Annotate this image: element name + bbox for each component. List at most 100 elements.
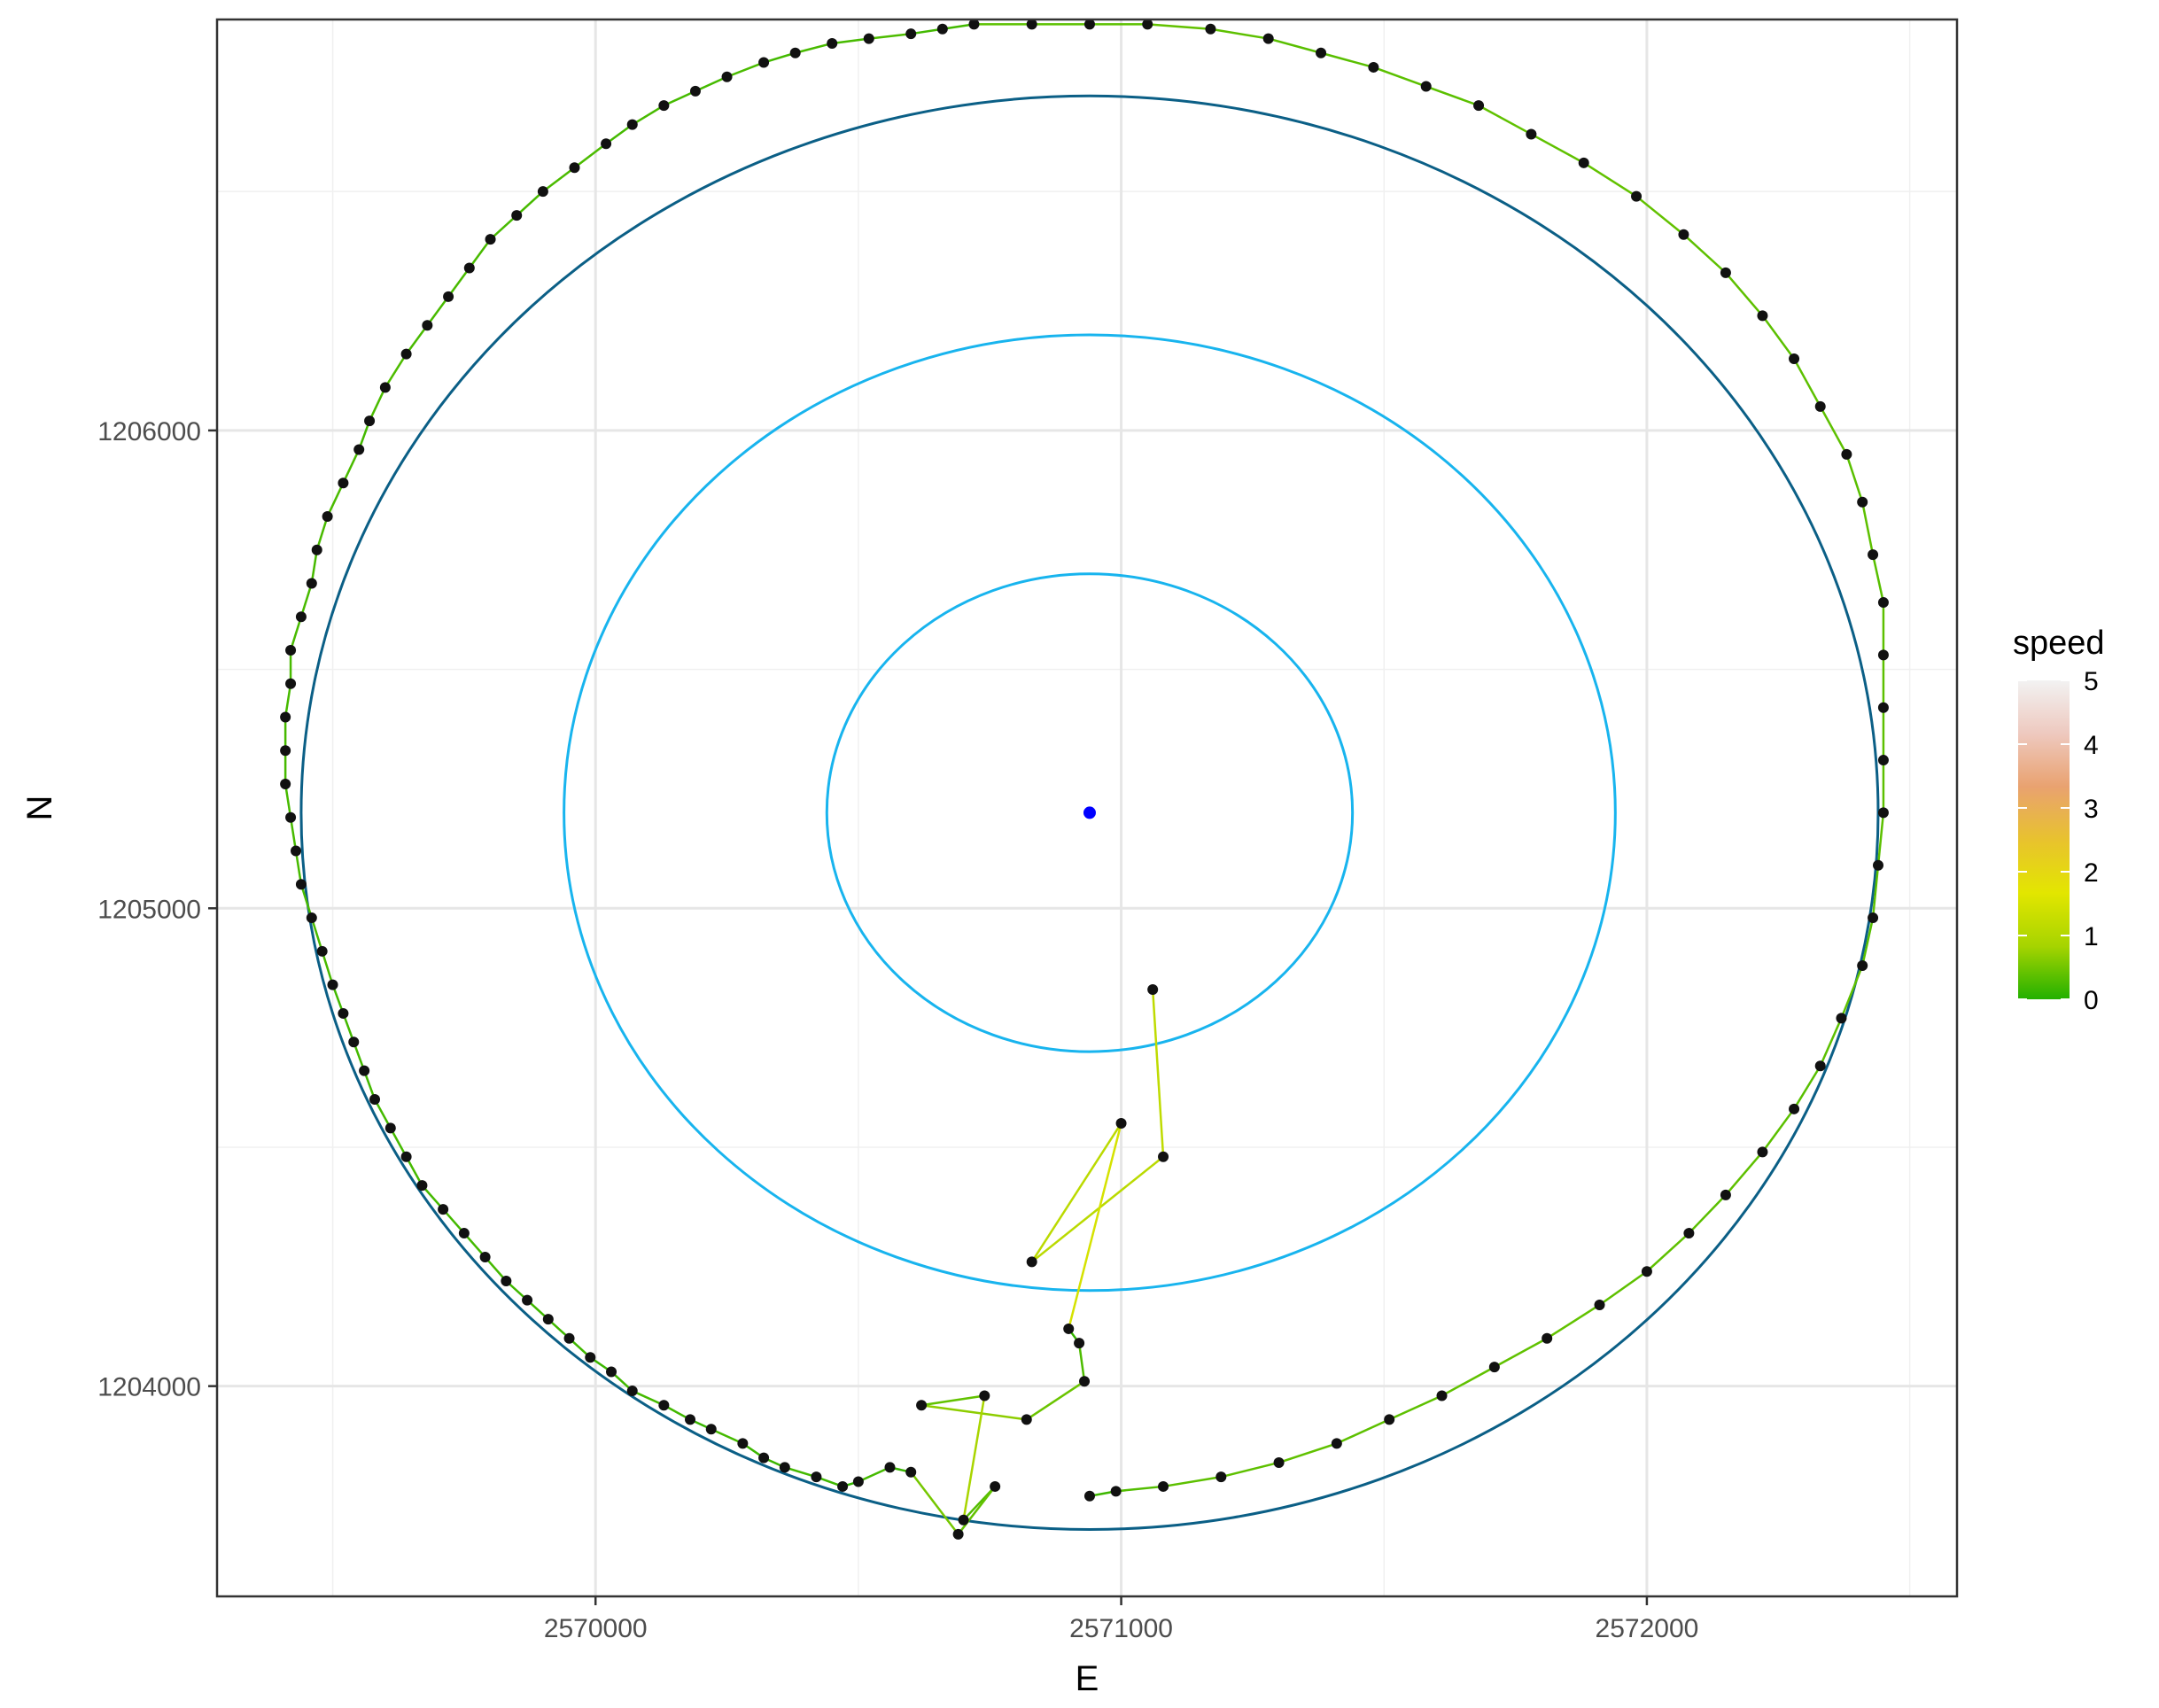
track-segment xyxy=(605,123,633,145)
track-segment xyxy=(910,1471,959,1535)
speed-legend: speed 0 1 2 3 4 5 xyxy=(2013,625,2105,1015)
track-segment xyxy=(1278,1442,1338,1464)
track-point xyxy=(1115,1118,1127,1129)
track-segment xyxy=(763,51,796,64)
track-point xyxy=(438,1204,449,1215)
y-tick-label: 1206000 xyxy=(97,417,201,446)
track-segment xyxy=(1583,161,1637,198)
track-point xyxy=(1158,1151,1169,1162)
track-point xyxy=(295,879,307,890)
track-segment xyxy=(299,883,313,919)
track-point xyxy=(789,47,801,58)
track-point xyxy=(658,100,670,112)
track-point xyxy=(306,912,317,924)
track-point xyxy=(1215,1471,1227,1483)
track-point xyxy=(1877,807,1889,819)
track-segment xyxy=(368,386,387,422)
track-segment xyxy=(384,353,408,388)
track-segment xyxy=(1840,965,1864,1019)
track-segment xyxy=(920,1394,985,1407)
track-point xyxy=(1331,1438,1342,1449)
track-point xyxy=(952,1528,964,1540)
track-point xyxy=(1872,859,1883,871)
track-point xyxy=(1542,1332,1553,1344)
track-segment xyxy=(711,1428,743,1445)
track-point xyxy=(1262,33,1274,44)
track-segment xyxy=(1635,195,1685,236)
track-point xyxy=(1877,649,1889,661)
track-point xyxy=(737,1438,749,1449)
track-point xyxy=(1026,1256,1037,1268)
track-point xyxy=(689,85,701,97)
track-segment xyxy=(1871,865,1880,919)
track-segment xyxy=(784,1466,817,1479)
radius-ring xyxy=(825,572,1355,1053)
track-point xyxy=(1158,1480,1169,1492)
legend-tick-label: 0 xyxy=(2084,986,2099,1015)
track-point xyxy=(863,33,874,44)
track-point xyxy=(369,1094,381,1106)
track-segment xyxy=(283,683,292,718)
track-point xyxy=(1789,353,1800,364)
track-point xyxy=(443,291,454,302)
track-point xyxy=(1578,157,1589,168)
track-point xyxy=(359,1065,370,1076)
track-segment xyxy=(1530,133,1585,164)
track-point xyxy=(316,945,328,957)
legend-tick-label: 3 xyxy=(2084,795,2099,824)
track-point xyxy=(705,1424,717,1435)
track-segment xyxy=(1478,104,1532,136)
track-point xyxy=(721,71,733,82)
track-point xyxy=(1814,400,1826,412)
radius-ring xyxy=(563,333,1617,1293)
track-segment xyxy=(542,167,576,193)
track-segment xyxy=(299,583,313,617)
track-point xyxy=(416,1180,428,1192)
grid-minor xyxy=(217,19,1957,1596)
track-segment xyxy=(1792,1065,1821,1110)
track-segment xyxy=(868,32,912,40)
track-points xyxy=(280,19,1889,1540)
track-point xyxy=(501,1276,512,1286)
track-point xyxy=(1420,81,1432,92)
track-point xyxy=(1488,1362,1500,1373)
track-point xyxy=(626,119,638,130)
track-segment xyxy=(405,1156,423,1186)
track-point xyxy=(295,611,307,623)
track-point xyxy=(463,262,475,274)
track-segment xyxy=(1268,37,1322,54)
track-point xyxy=(758,57,770,68)
track-point xyxy=(916,1400,928,1411)
track-point xyxy=(311,544,322,555)
track-point xyxy=(1641,1266,1652,1277)
track-point xyxy=(1110,1486,1122,1497)
track-point xyxy=(1147,983,1159,995)
track-segment xyxy=(726,61,765,78)
track-point xyxy=(936,23,948,35)
track-segment xyxy=(426,296,450,326)
track-segment xyxy=(1845,454,1864,503)
track-segment xyxy=(1860,501,1875,555)
track-point xyxy=(811,1471,822,1483)
track-segment xyxy=(957,1486,997,1535)
track-segment xyxy=(573,143,607,169)
track-point xyxy=(979,1390,990,1401)
track-point xyxy=(285,811,297,823)
track-segment xyxy=(1792,358,1821,408)
legend-tick-label: 4 xyxy=(2084,731,2099,760)
track-point xyxy=(522,1294,533,1306)
track-segment xyxy=(1688,1194,1727,1234)
track-segment xyxy=(1320,51,1374,69)
track-segment xyxy=(1761,314,1796,360)
track-point xyxy=(542,1314,554,1325)
track-point xyxy=(1868,912,1879,924)
track-point xyxy=(1868,549,1879,561)
track-segment xyxy=(489,214,518,241)
track-segment xyxy=(1388,1394,1443,1421)
track-point xyxy=(958,1514,969,1526)
track-point xyxy=(1720,267,1731,278)
track-point xyxy=(626,1386,638,1397)
track-point xyxy=(1678,229,1689,240)
track-segment xyxy=(832,37,869,45)
track-point xyxy=(338,477,349,489)
